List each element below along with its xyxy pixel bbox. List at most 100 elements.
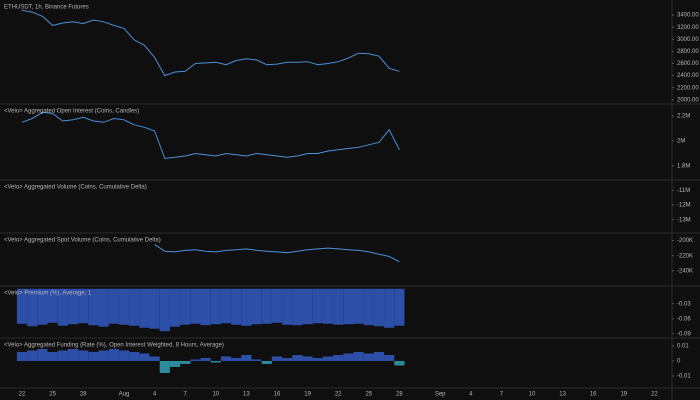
y-tick-label: -220K [677, 253, 693, 259]
area-column [210, 360, 221, 363]
area-column [200, 288, 211, 326]
area-column [343, 353, 354, 361]
area-column [190, 359, 201, 361]
area-column [139, 353, 150, 361]
pane-title: <Velo> Premium (%), Average, 1 [4, 291, 92, 297]
area-column [67, 348, 79, 361]
area-column [302, 288, 313, 325]
y-tick-label: 2800.00 [677, 49, 699, 55]
area-column [394, 288, 405, 326]
pane-title: <Velo> Aggregated Spot Volume (Coins, Cu… [4, 238, 161, 244]
x-tick-label: 28 [80, 392, 87, 398]
area-column [343, 288, 354, 325]
area-column [292, 288, 303, 326]
area-column [261, 360, 272, 364]
y-tick-label: 3200.00 [677, 25, 699, 31]
area-column [241, 354, 252, 361]
pane-title: <Velo> Aggregated Open Interest (Coins, … [4, 109, 139, 115]
area-column [322, 356, 334, 361]
y-tick-label: -200K [677, 238, 693, 244]
area-column [353, 288, 364, 324]
area-column [98, 288, 109, 327]
area-column [302, 356, 313, 361]
area-column [47, 288, 58, 323]
x-tick-label: Aug [119, 392, 130, 398]
x-tick-label: 22 [335, 392, 342, 398]
area-column [261, 288, 272, 324]
area-column [118, 350, 130, 361]
area-column [210, 288, 221, 325]
y-tick-label: 1.8M [677, 164, 690, 170]
pane-title: <Velo> Aggregated Volume (Coins, Cumulat… [4, 185, 147, 191]
area-column [363, 288, 374, 326]
area-column [78, 350, 89, 361]
area-column [169, 288, 181, 327]
area-column [16, 351, 28, 361]
area-column [353, 351, 364, 361]
area-column [271, 288, 283, 323]
area-column [363, 353, 374, 361]
x-tick-label: Sep [435, 392, 446, 398]
x-tick-label: 13 [559, 392, 566, 398]
area-column [78, 288, 89, 324]
area-column [373, 288, 385, 327]
area-column [292, 354, 303, 361]
x-tick-label: 7 [500, 392, 504, 398]
area-column [57, 350, 68, 361]
x-tick-label: 10 [212, 392, 219, 398]
x-tick-label: 25 [365, 392, 372, 398]
x-tick-label: 28 [396, 392, 403, 398]
area-column [27, 288, 38, 327]
area-column [231, 288, 242, 325]
y-tick-label: -13M [677, 217, 691, 223]
area-column [312, 357, 323, 361]
y-tick-label: 3400.00 [677, 13, 699, 19]
x-tick-label: 7 [184, 392, 188, 398]
series-line [21, 9, 400, 77]
area-column [27, 350, 38, 361]
area-column [231, 357, 242, 361]
y-tick-label: -0.06 [677, 316, 691, 322]
area-column [159, 360, 170, 373]
area-column [384, 288, 395, 328]
area-column [108, 348, 119, 361]
y-tick-label: 2M [677, 139, 685, 145]
area-column [37, 348, 48, 361]
area-column [220, 288, 232, 324]
x-tick-label: 16 [274, 392, 281, 398]
pane-title: <Velo> Aggregated Funding (Rate (%), Ope… [4, 343, 224, 349]
area-column [129, 288, 140, 326]
area-column [220, 356, 232, 361]
x-tick-label: 19 [304, 392, 311, 398]
area-column [394, 360, 405, 366]
y-tick-label: 0.01 [677, 344, 689, 350]
area-column [200, 357, 211, 361]
area-column [251, 288, 262, 325]
x-tick-label: 19 [620, 392, 627, 398]
area-column [241, 288, 252, 326]
area-column [333, 288, 344, 325]
y-tick-label: 3000.00 [677, 37, 699, 43]
y-tick-label: -12M [677, 203, 691, 209]
y-tick-label: 0 [677, 359, 681, 365]
area-column [57, 288, 68, 326]
area-column [169, 360, 181, 367]
area-column [312, 288, 323, 324]
area-column [180, 360, 191, 364]
x-tick-label: 10 [529, 392, 536, 398]
area-column [180, 288, 191, 325]
y-tick-label: -240K [677, 268, 693, 274]
pane-title: ETHUSDT, 1h, Binance Futures [4, 5, 89, 11]
area-column [108, 288, 119, 324]
series-line [154, 243, 400, 263]
x-tick-label: 4 [469, 392, 473, 398]
y-tick-label: 2.2M [677, 114, 690, 120]
y-tick-label: -0.01 [677, 374, 691, 380]
y-tick-label: -11M [677, 188, 690, 194]
y-tick-label: 2400.00 [677, 73, 699, 79]
x-tick-label: 4 [153, 392, 157, 398]
y-tick-label: 2200.00 [677, 85, 699, 91]
area-column [129, 351, 140, 361]
area-column [67, 288, 79, 325]
area-column [47, 351, 58, 361]
